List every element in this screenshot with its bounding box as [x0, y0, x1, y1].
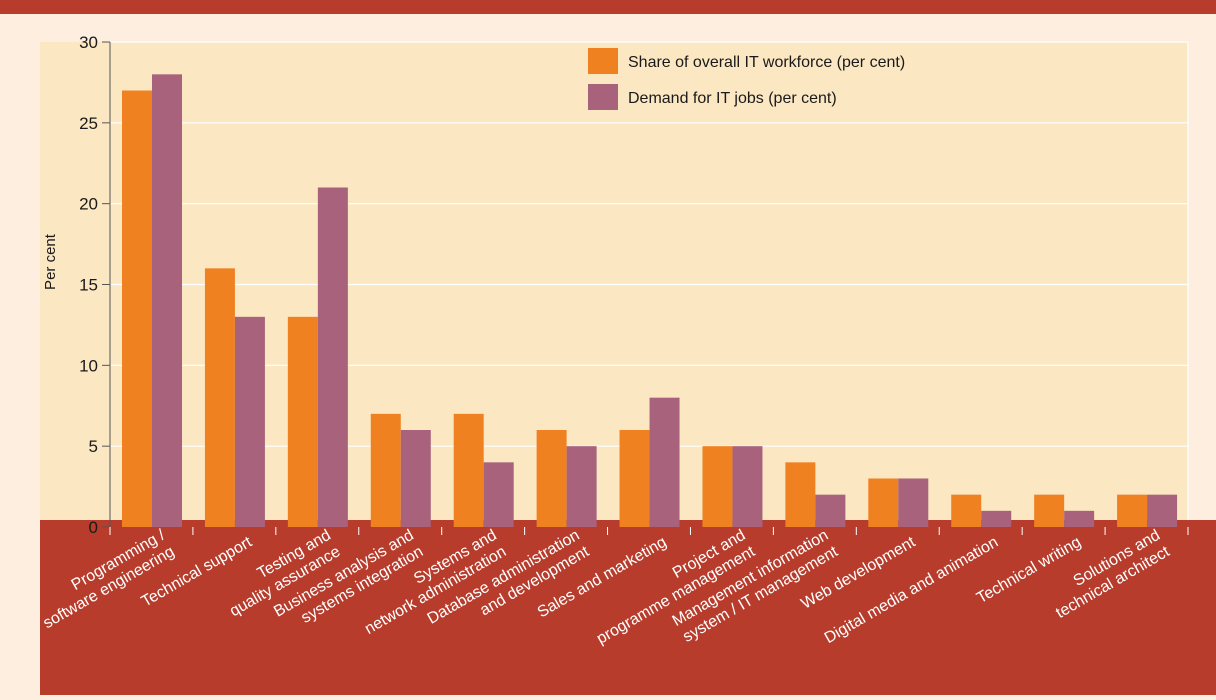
bar-demand: [981, 510, 1012, 527]
bar-share: [1117, 494, 1148, 527]
bar-share: [785, 462, 816, 527]
bar-demand: [1147, 494, 1178, 527]
y-tick-label: 25: [79, 114, 98, 133]
bar-demand: [1064, 510, 1095, 527]
bar-demand: [400, 430, 431, 527]
legend: Share of overall IT workforce (per cent)…: [588, 48, 905, 110]
legend-label-0: Share of overall IT workforce (per cent): [628, 54, 905, 71]
y-axis-label: Per cent: [42, 233, 59, 290]
legend-swatch-1: [588, 84, 618, 110]
bar-demand: [649, 397, 680, 527]
bar-demand: [483, 462, 514, 527]
bar-share: [370, 413, 401, 527]
bar-share: [702, 446, 733, 527]
bar-demand: [566, 446, 597, 527]
bar-share: [453, 413, 484, 527]
y-tick-label: 20: [79, 195, 98, 214]
bar-share: [1034, 494, 1065, 527]
bars: [122, 74, 1178, 527]
legend-swatch-0: [588, 48, 618, 74]
bar-demand: [815, 494, 846, 527]
legend-label-1: Demand for IT jobs (per cent): [628, 90, 837, 107]
bar-share: [619, 430, 650, 527]
x-label-band: [40, 520, 1216, 695]
bar-demand: [152, 74, 182, 527]
bar-demand: [317, 187, 348, 527]
bar-share: [122, 90, 152, 527]
bar-share: [951, 494, 982, 527]
bar-share: [536, 430, 567, 527]
bar-share: [868, 478, 899, 527]
bar-demand: [234, 316, 265, 527]
bar-demand: [732, 446, 763, 527]
y-tick-label: 15: [79, 276, 98, 295]
y-tick-label: 10: [79, 356, 98, 375]
top-rule: [0, 0, 1216, 14]
bar-share: [204, 268, 235, 527]
y-tick-label: 5: [89, 437, 98, 456]
bar-share: [287, 316, 318, 527]
y-tick-label: 0: [89, 518, 98, 537]
y-axis: 0 5 10 15 20 25 30: [79, 33, 111, 537]
bar-demand: [898, 478, 929, 527]
y-tick-label: 30: [79, 33, 98, 52]
